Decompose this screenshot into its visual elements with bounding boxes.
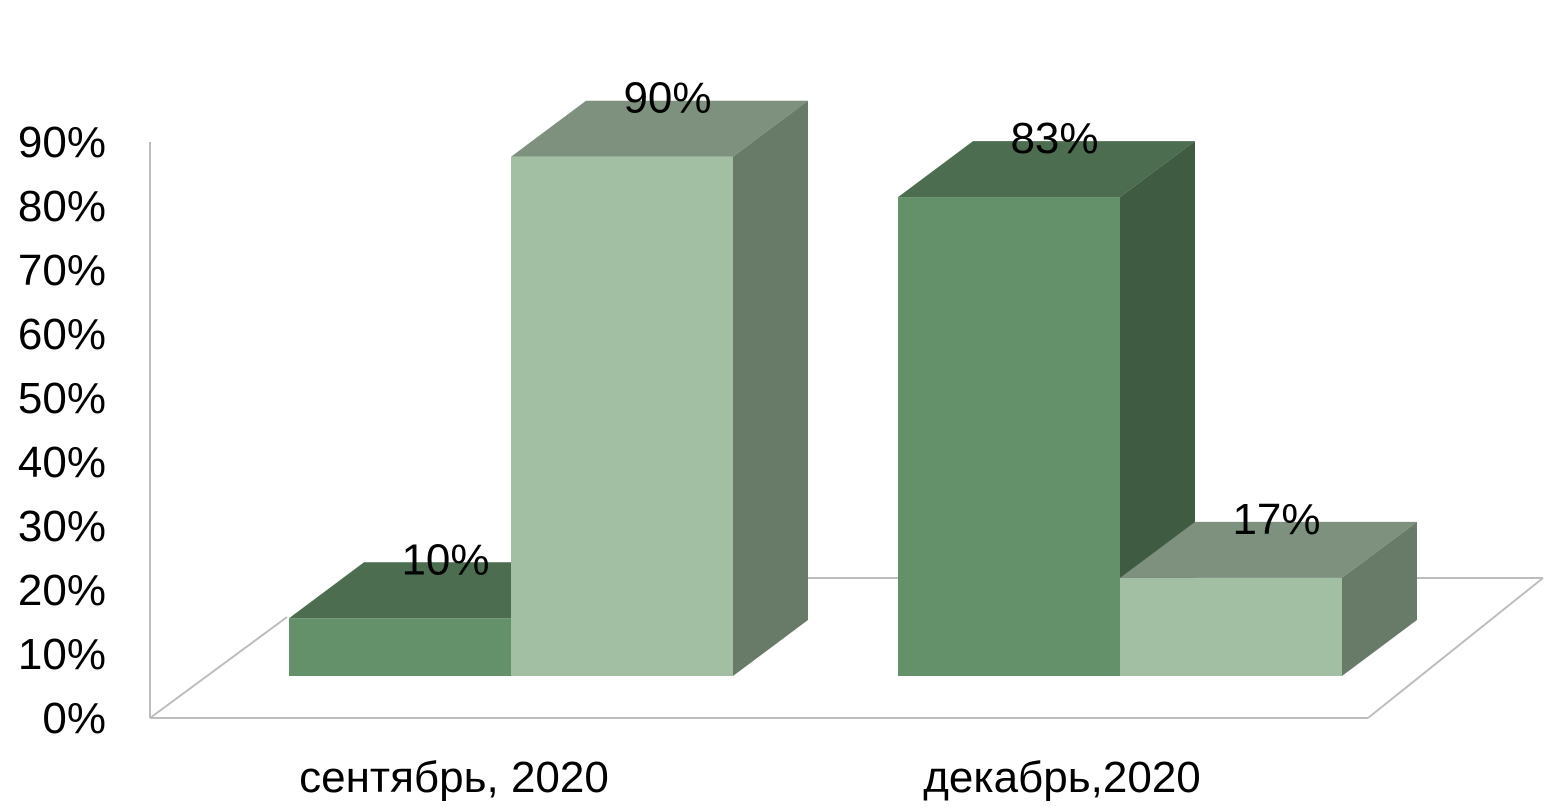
- y-tick-label: 40%: [18, 438, 106, 487]
- y-tick-label: 60%: [18, 310, 106, 359]
- category-labels: сентябрь, 2020 декабрь,2020: [299, 753, 1201, 802]
- floor-left-edge: [149, 616, 288, 719]
- bar: [1120, 521, 1417, 676]
- y-tick-label: 30%: [18, 502, 106, 551]
- bar-top: [898, 141, 1195, 198]
- bar-side: [1342, 521, 1417, 676]
- bar-front: [1120, 577, 1342, 676]
- bar-top: [511, 100, 808, 157]
- bar-front: [511, 156, 733, 676]
- floor-right-edge: [1367, 577, 1544, 719]
- bar-front: [289, 618, 511, 676]
- data-labels: 10% 90% 83% 17%: [401, 74, 1320, 585]
- y-tick-label: 10%: [18, 630, 106, 679]
- bar-side: [733, 100, 808, 676]
- y-axis-ticks: 0% 10% 20% 30% 40% 50% 60% 70% 80% 90%: [18, 118, 106, 743]
- y-tick-label: 70%: [18, 246, 106, 295]
- bar-front: [898, 197, 1120, 676]
- data-label: 90%: [623, 74, 711, 123]
- y-tick-label: 80%: [18, 182, 106, 231]
- bar-top: [1120, 521, 1417, 578]
- data-label: 10%: [401, 535, 489, 584]
- y-tick-label: 20%: [18, 566, 106, 615]
- data-label: 83%: [1010, 114, 1098, 163]
- category-label: декабрь,2020: [923, 753, 1201, 802]
- bars: [289, 100, 1417, 677]
- y-tick-label: 0%: [42, 694, 106, 743]
- bar: [511, 100, 808, 676]
- category-label: сентябрь, 2020: [299, 753, 609, 802]
- data-label: 17%: [1232, 495, 1320, 544]
- y-tick-label: 50%: [18, 374, 106, 423]
- y-tick-label: 90%: [18, 118, 106, 167]
